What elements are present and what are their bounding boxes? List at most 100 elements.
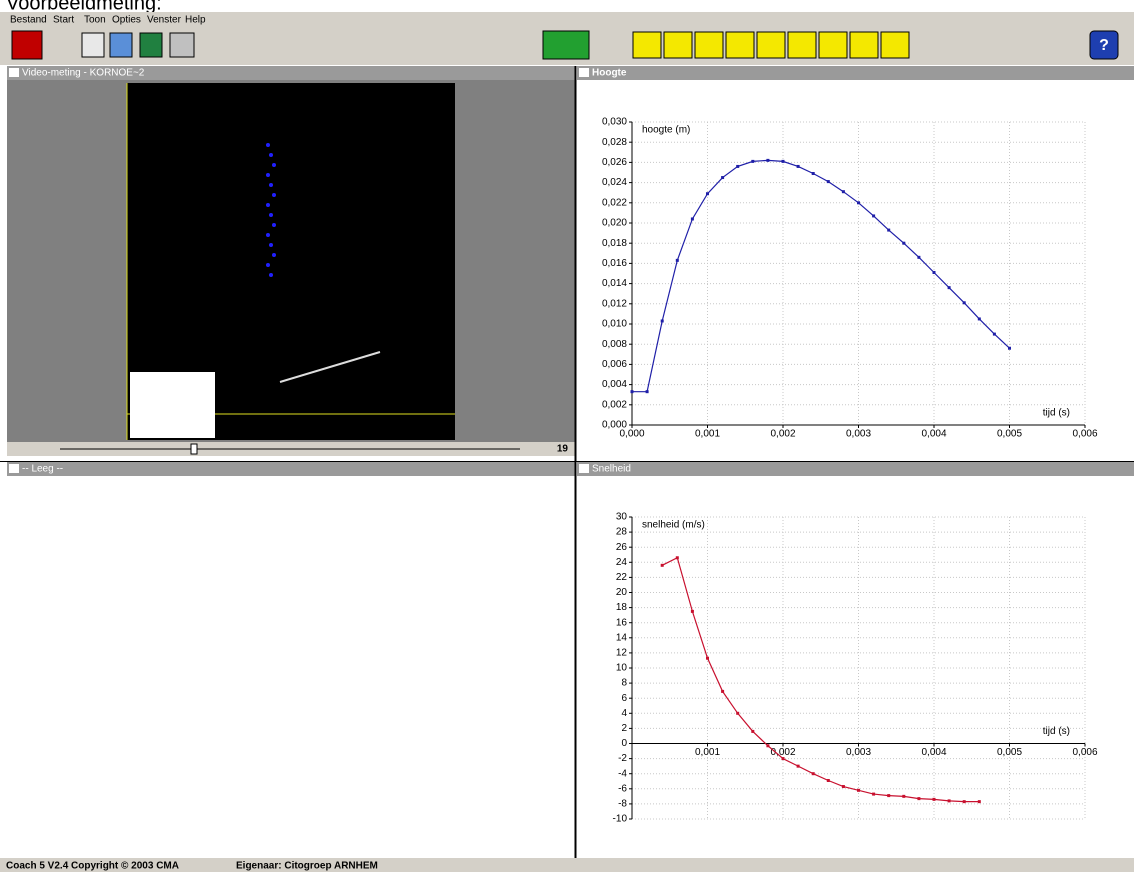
data-point: [812, 172, 815, 175]
x-tick-label: 0,006: [1072, 747, 1097, 758]
x-tick-label: 0,001: [695, 747, 720, 758]
data-point: [917, 256, 920, 259]
tool-button[interactable]: [757, 32, 785, 58]
data-point: [706, 657, 709, 660]
data-point: [887, 794, 890, 797]
tool-button[interactable]: [726, 32, 754, 58]
menu-item[interactable]: Opties: [112, 15, 141, 26]
data-point: [978, 317, 981, 320]
y-tick-label: 6: [621, 693, 627, 704]
y-tick-label: -8: [618, 799, 627, 810]
exit-button[interactable]: [12, 31, 42, 59]
data-point: [872, 793, 875, 796]
y-tick-label: 12: [616, 648, 628, 659]
menu-item[interactable]: Toon: [84, 15, 106, 26]
button[interactable]: [82, 33, 104, 57]
tool-button[interactable]: [819, 32, 847, 58]
data-point: [661, 564, 664, 567]
data-point: [827, 779, 830, 782]
y-tick-label: 0,028: [602, 137, 627, 148]
video-dot: [266, 173, 270, 177]
video-dot: [269, 153, 273, 157]
y-tick-label: 26: [616, 542, 628, 553]
y-tick-label: 22: [616, 572, 628, 583]
video-dot: [266, 263, 270, 267]
menu-item[interactable]: Help: [185, 15, 206, 26]
x-tick-label: 0,006: [1072, 429, 1097, 440]
y-tick-label: 0: [621, 738, 627, 749]
menu-item[interactable]: Start: [53, 15, 74, 26]
y-tick-label: 14: [616, 632, 628, 643]
tool-buttons: [633, 32, 909, 58]
tool-button[interactable]: [633, 32, 661, 58]
data-point: [736, 165, 739, 168]
y-tick-label: 0,022: [602, 197, 627, 208]
y-tick-label: 24: [616, 557, 628, 568]
data-point: [676, 556, 679, 559]
data-point: [933, 271, 936, 274]
title-bar: [577, 66, 1134, 80]
window-icon: [9, 464, 19, 473]
data-point: [797, 165, 800, 168]
data-point: [902, 795, 905, 798]
y-tick-label: 0,030: [602, 117, 627, 128]
video-dot: [266, 143, 270, 147]
button[interactable]: [170, 33, 194, 57]
video-dot: [272, 193, 276, 197]
x-tick-label: 0,005: [997, 429, 1022, 440]
data-point: [782, 757, 785, 760]
tool-button[interactable]: [850, 32, 878, 58]
video-dot: [272, 253, 276, 257]
data-point: [827, 180, 830, 183]
menu-item[interactable]: Bestand: [10, 15, 47, 26]
y-tick-label: 0,004: [602, 379, 627, 390]
slider-thumb[interactable]: [191, 444, 197, 454]
y-tick-label: 30: [616, 512, 628, 523]
frame-number: 19: [557, 444, 569, 455]
tool-button[interactable]: [881, 32, 909, 58]
tool-button[interactable]: [664, 32, 692, 58]
y-tick-label: 28: [616, 527, 628, 538]
y-tick-label: 0,016: [602, 258, 627, 269]
y-tick-label: 18: [616, 602, 628, 613]
data-point: [751, 730, 754, 733]
video-dot: [269, 213, 273, 217]
data-line: [662, 558, 979, 802]
data-point: [646, 390, 649, 393]
data-point: [902, 242, 905, 245]
data-point: [857, 789, 860, 792]
data-point: [963, 800, 966, 803]
legend-label: snelheid (m/s): [642, 520, 705, 531]
window-icon: [9, 68, 19, 77]
video-dot: [272, 163, 276, 167]
y-tick-label: -4: [618, 768, 627, 779]
page: Voorbeeldmeting: BestandStartToonOptiesV…: [0, 0, 1134, 872]
data-line: [632, 160, 1010, 391]
data-point: [1008, 347, 1011, 350]
y-tick-label: 8: [621, 678, 627, 689]
button[interactable]: [110, 33, 132, 57]
tool-button[interactable]: [695, 32, 723, 58]
menu-item[interactable]: Venster: [147, 15, 182, 26]
y-tick-label: 0,024: [602, 177, 627, 188]
data-point: [887, 229, 890, 232]
help-icon: ?: [1099, 37, 1109, 54]
window-icon: [579, 464, 589, 473]
tool-button[interactable]: [788, 32, 816, 58]
y-tick-label: 0,014: [602, 278, 627, 289]
video-dot: [272, 223, 276, 227]
data-point: [661, 319, 664, 322]
screen: Voorbeeldmeting: BestandStartToonOptiesV…: [0, 0, 1134, 872]
data-point: [631, 390, 634, 393]
data-point: [842, 190, 845, 193]
button[interactable]: [140, 33, 162, 57]
start-button[interactable]: [543, 31, 589, 59]
window-icon: [579, 68, 589, 77]
title-bar: [7, 462, 575, 476]
data-point: [842, 785, 845, 788]
video-dot: [269, 243, 273, 247]
data-point: [721, 176, 724, 179]
y-tick-label: -6: [618, 783, 627, 794]
x-tick-label: 0,004: [921, 747, 946, 758]
y-tick-label: -2: [618, 753, 627, 764]
